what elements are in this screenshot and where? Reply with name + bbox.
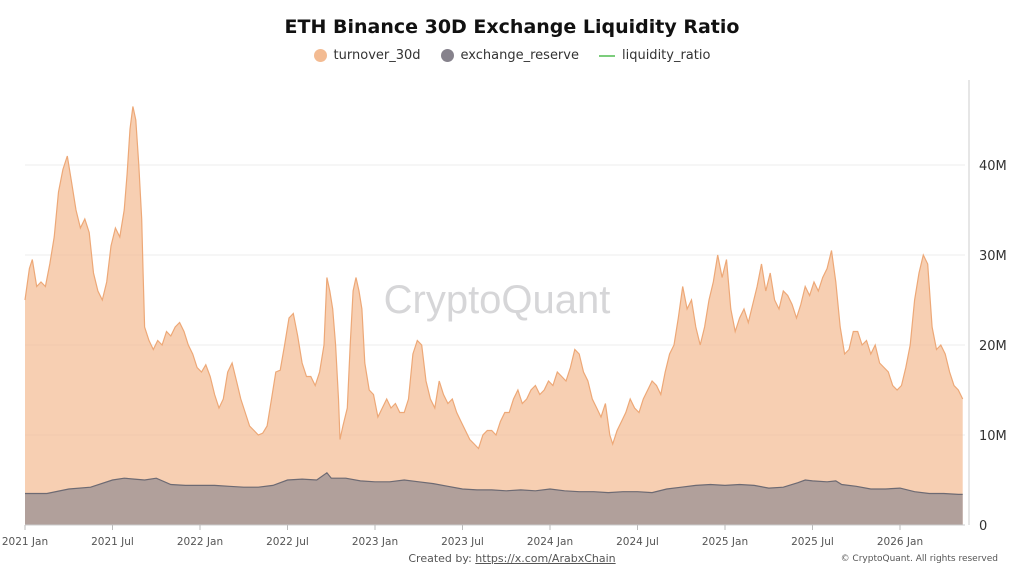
x-tick-label: 2025 Jan	[702, 536, 748, 548]
x-tick-label: 2021 Jul	[91, 536, 134, 548]
legend-line-ratio	[598, 54, 615, 57]
x-tick-label: 2026 Jan	[877, 536, 923, 548]
x-tick-label: 2024 Jan	[527, 536, 573, 548]
chart-title: ETH Binance 30D Exchange Liquidity Ratio	[284, 16, 740, 38]
x-tick-label: 2025 Jul	[791, 536, 834, 548]
x-tick-label: 2022 Jul	[266, 536, 309, 548]
y-tick-label: 30M	[979, 249, 1007, 264]
series-layer	[24, 106, 964, 525]
legend-label-ratio: liquidity_ratio	[621, 48, 711, 63]
chart-legend: turnover_30d exchange_reserve liquidity_…	[0, 48, 1024, 63]
footer-credit: Created by: https://x.com/ArabxChain	[0, 552, 1024, 565]
series-area-turnover_30d	[25, 106, 963, 525]
legend-label-reserve: exchange_reserve	[460, 48, 579, 63]
x-tick-label: 2023 Jan	[352, 536, 398, 548]
y-tick-label: 20M	[979, 339, 1007, 354]
series-line-turnover_30d	[24, 106, 964, 450]
series-line-exchange_reserve	[25, 471, 963, 495]
created-by-link[interactable]: https://x.com/ArabxChain	[475, 552, 616, 565]
series-area-exchange_reserve	[25, 472, 963, 525]
y-tick-label: 10M	[979, 429, 1007, 444]
legend-item-turnover[interactable]: turnover_30d	[313, 48, 421, 63]
x-tick-label: 2024 Jul	[616, 536, 659, 548]
legend-item-reserve[interactable]: exchange_reserve	[440, 48, 579, 63]
watermark-text: CryptoQuant	[384, 278, 611, 322]
legend-dot-turnover	[313, 49, 327, 62]
created-by-label: Created by:	[408, 552, 472, 565]
x-tick-label: 2022 Jan	[177, 536, 223, 548]
axes-layer: 2021 Jan 2021 Jul 2022 Jan 2022 Jul 2023 Jan…	[2, 80, 1007, 548]
y-tick-label: 40M	[979, 159, 1007, 174]
x-tick-label: 2021 Jan	[2, 536, 48, 548]
legend-item-ratio[interactable]: liquidity_ratio	[598, 48, 711, 63]
copyright-text: © CryptoQuant. All rights reserved	[840, 554, 998, 564]
legend-label-turnover: turnover_30d	[333, 48, 421, 63]
legend-dot-reserve	[440, 49, 454, 62]
x-tick-label: 2023 Jul	[441, 536, 484, 548]
y-tick-label: 0	[979, 519, 987, 534]
